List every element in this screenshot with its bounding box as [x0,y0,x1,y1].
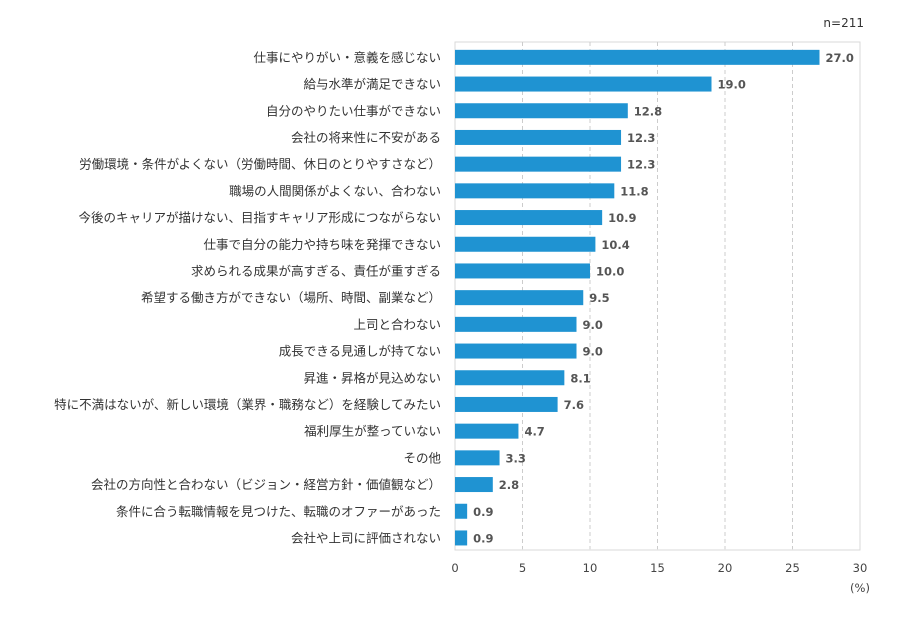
value-label: 27.0 [826,51,854,65]
category-labels: 仕事にやりがい・意義を感じない給与水準が満足できない自分のやりたい仕事ができない… [54,50,441,546]
bar [455,129,622,145]
bar [455,156,622,172]
x-tick-label: 15 [650,561,665,575]
value-label: 9.0 [583,318,603,332]
category-label: 会社や上司に評価されない [291,530,441,545]
unit-label: (%) [850,581,870,595]
bar [455,316,577,332]
category-label: 求められる成果が高すぎる、責任が重すぎる [191,263,441,278]
category-label: 昇進・昇格が見込めない [303,370,441,385]
bar [455,103,628,119]
x-tick-label: 5 [519,561,526,575]
value-label: 12.3 [627,131,655,145]
bar [455,530,468,546]
category-label: 条件に合う転職情報を見つけた、転職のオファーがあった [116,504,441,519]
value-label: 10.9 [608,211,636,225]
value-label: 12.8 [634,104,662,118]
category-label: 仕事にやりがい・意義を感じない [253,50,441,65]
category-label: 福利厚生が整っていない [304,424,441,439]
value-label: 10.4 [601,238,629,252]
value-label: 10.0 [596,264,624,278]
value-label: 7.6 [564,398,584,412]
bar [455,477,493,493]
x-tick-label: 30 [853,561,868,575]
x-tick-label: 25 [785,561,800,575]
value-label: 3.3 [506,451,526,465]
value-label: 19.0 [718,78,746,92]
category-label: 上司と合わない [353,317,441,332]
value-label: 9.0 [583,345,603,359]
value-labels: 27.0 19.0 12.8 12.3 12.3 11.8 10.9 10.4 10.0 9.5 9… [473,51,854,546]
x-tick-label: 0 [451,561,458,575]
value-label: 12.3 [627,158,655,172]
bar [455,450,500,466]
bar [455,236,596,252]
bar [455,76,712,92]
category-label: 成長できる見通しが持てない [279,344,441,359]
bar [455,290,584,306]
bar [455,210,603,226]
value-label: 0.9 [473,505,493,519]
category-label: 今後のキャリアが描けない、目指すキャリア形成につながらない [78,210,441,225]
category-label: 給与水準が満足できない [303,77,441,92]
category-label: 自分のやりたい仕事ができない [266,103,441,118]
x-tick-label: 10 [583,561,598,575]
category-label: 労働環境・条件がよくない（労働時間、休日のとりやすさなど） [79,157,441,172]
bar [455,370,565,386]
category-label: その他 [403,450,441,465]
category-label: 会社の将来性に不安がある [291,130,441,145]
bar [455,49,820,65]
category-label: 特に不満はないが、新しい環境（業界・職務など）を経験してみたい [54,397,441,412]
bar [455,343,577,359]
bar [455,423,519,439]
value-label: 0.9 [473,531,493,545]
value-label: 2.8 [499,478,519,492]
category-label: 希望する働き方ができない（場所、時間、副業など） [141,290,441,305]
sample-size-note: n=211 [823,16,864,30]
value-label: 11.8 [620,184,648,198]
x-tick-label: 20 [718,561,733,575]
x-axis-ticks: 0 5 10 15 20 25 30 [451,561,867,575]
category-label: 仕事で自分の能力や持ち味を発揮できない [203,237,441,252]
bar [455,183,615,199]
bar [455,263,590,279]
grid-lines [522,42,793,550]
category-label: 職場の人間関係がよくない、合わない [229,183,441,198]
value-label: 4.7 [524,425,544,439]
bars [455,49,820,546]
bar [455,396,558,412]
value-label: 9.5 [589,291,609,305]
value-label: 8.1 [570,371,590,385]
category-label: 会社の方向性と合わない（ビジョン・経営方針・価値観など） [91,477,441,492]
bar [455,503,468,519]
